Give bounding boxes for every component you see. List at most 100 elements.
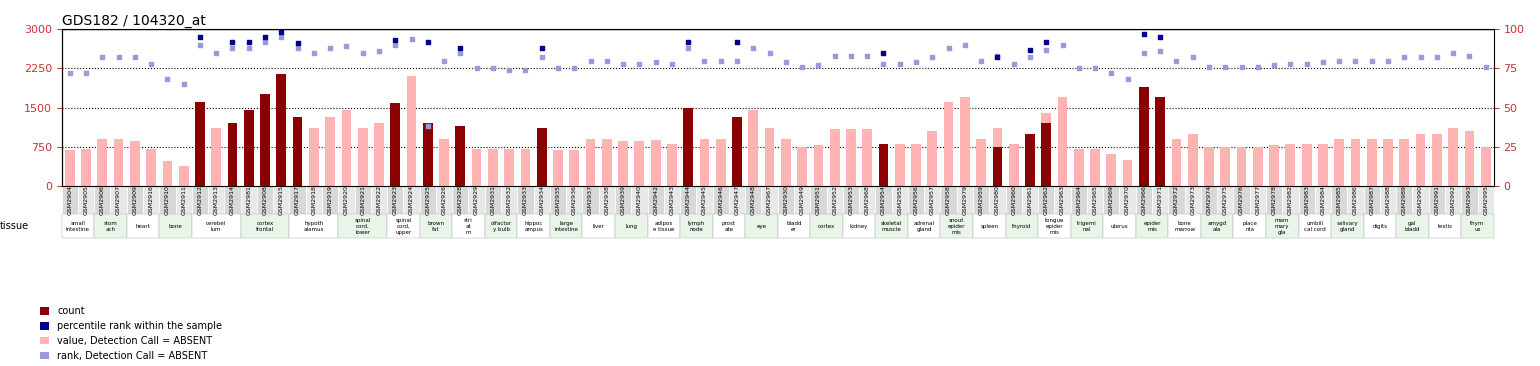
Text: GSM2930: GSM2930 (784, 185, 788, 215)
Text: GSM2986: GSM2986 (1354, 185, 1358, 215)
FancyBboxPatch shape (143, 186, 159, 214)
Bar (1204, 147, 1214, 186)
Text: GSM2973: GSM2973 (1190, 185, 1195, 215)
Text: GSM2955: GSM2955 (898, 185, 902, 215)
Point (1229, 64, 1254, 70)
Point (1050, 42, 1075, 48)
FancyBboxPatch shape (924, 186, 941, 214)
Bar (243, 109, 254, 186)
FancyBboxPatch shape (1429, 186, 1445, 214)
Text: kidney: kidney (850, 224, 869, 229)
Text: GSM2975: GSM2975 (1223, 185, 1227, 215)
Point (383, 37, 408, 43)
Bar (976, 139, 986, 186)
FancyBboxPatch shape (875, 186, 892, 214)
Point (416, 123, 440, 129)
Point (334, 44, 359, 49)
Text: GSM2914: GSM2914 (229, 185, 236, 215)
FancyBboxPatch shape (79, 186, 94, 214)
Text: GSM2954: GSM2954 (881, 185, 885, 215)
Point (139, 61, 163, 67)
Text: GSM2923: GSM2923 (393, 185, 397, 215)
Bar (813, 145, 824, 186)
Point (156, 76, 180, 82)
Text: GSM2931: GSM2931 (490, 185, 496, 215)
FancyBboxPatch shape (909, 186, 924, 214)
FancyBboxPatch shape (664, 186, 681, 214)
Bar (1415, 134, 1426, 186)
Bar (471, 149, 482, 186)
Bar (684, 108, 693, 186)
Bar (1073, 149, 1084, 186)
Bar (1058, 97, 1067, 186)
FancyBboxPatch shape (550, 214, 582, 238)
FancyBboxPatch shape (1103, 186, 1120, 214)
Bar (1286, 144, 1295, 186)
Bar (129, 141, 140, 186)
Point (545, 66, 570, 71)
FancyBboxPatch shape (1315, 186, 1331, 214)
FancyBboxPatch shape (1348, 186, 1363, 214)
Text: GSM2928: GSM2928 (457, 185, 464, 215)
Point (1360, 57, 1384, 64)
Point (530, 45, 554, 51)
Text: GSM2965: GSM2965 (1092, 185, 1098, 215)
Point (676, 39, 701, 45)
FancyBboxPatch shape (240, 186, 257, 214)
Text: GSM2913: GSM2913 (214, 185, 219, 215)
Text: amygd
ala: amygd ala (1207, 221, 1227, 232)
Point (872, 61, 896, 67)
FancyBboxPatch shape (1234, 186, 1249, 214)
Bar (1041, 113, 1052, 186)
Point (969, 57, 993, 64)
Text: GSM2972: GSM2972 (1173, 185, 1180, 215)
Bar (1465, 131, 1474, 186)
Point (1083, 66, 1107, 71)
Text: GSM2933: GSM2933 (524, 185, 528, 215)
Bar (1187, 134, 1198, 186)
Text: GSM2982: GSM2982 (1287, 185, 1294, 215)
Bar (1220, 147, 1230, 186)
Text: tongue
epider
mis: tongue epider mis (1044, 218, 1064, 235)
Text: cortex
frontal: cortex frontal (256, 221, 274, 232)
Bar (1254, 147, 1263, 186)
Bar (927, 131, 938, 186)
Text: GSM2949: GSM2949 (799, 185, 804, 215)
FancyBboxPatch shape (322, 186, 339, 214)
FancyBboxPatch shape (696, 186, 713, 214)
Bar (260, 94, 269, 186)
Text: large
intestine: large intestine (554, 221, 578, 232)
FancyBboxPatch shape (1331, 214, 1363, 238)
Point (123, 55, 148, 60)
FancyBboxPatch shape (208, 186, 225, 214)
Text: GSM2979: GSM2979 (962, 185, 967, 215)
FancyBboxPatch shape (1298, 186, 1315, 214)
FancyBboxPatch shape (1363, 214, 1397, 238)
Bar (293, 117, 302, 186)
Text: GSM2909: GSM2909 (132, 185, 137, 215)
Point (1424, 55, 1449, 60)
Text: thyroid: thyroid (1012, 224, 1032, 229)
Point (1311, 59, 1335, 65)
Bar (684, 108, 693, 186)
Point (790, 64, 815, 70)
Bar (211, 128, 222, 186)
Text: GSM2990: GSM2990 (1418, 185, 1423, 215)
FancyBboxPatch shape (290, 214, 339, 238)
FancyBboxPatch shape (1120, 186, 1137, 214)
FancyBboxPatch shape (62, 214, 94, 238)
Point (1147, 34, 1172, 40)
Point (919, 55, 944, 60)
Text: GSM2925: GSM2925 (425, 185, 430, 215)
Point (270, 30, 294, 36)
Point (1132, 31, 1157, 37)
Bar (699, 139, 710, 186)
FancyBboxPatch shape (94, 186, 111, 214)
Text: GSM2959: GSM2959 (978, 185, 984, 215)
Point (237, 45, 262, 51)
Text: gal
bladd: gal bladd (1404, 221, 1420, 232)
Point (986, 53, 1010, 59)
Point (578, 57, 602, 64)
Point (1033, 47, 1058, 53)
Text: GSM2921: GSM2921 (360, 185, 365, 215)
